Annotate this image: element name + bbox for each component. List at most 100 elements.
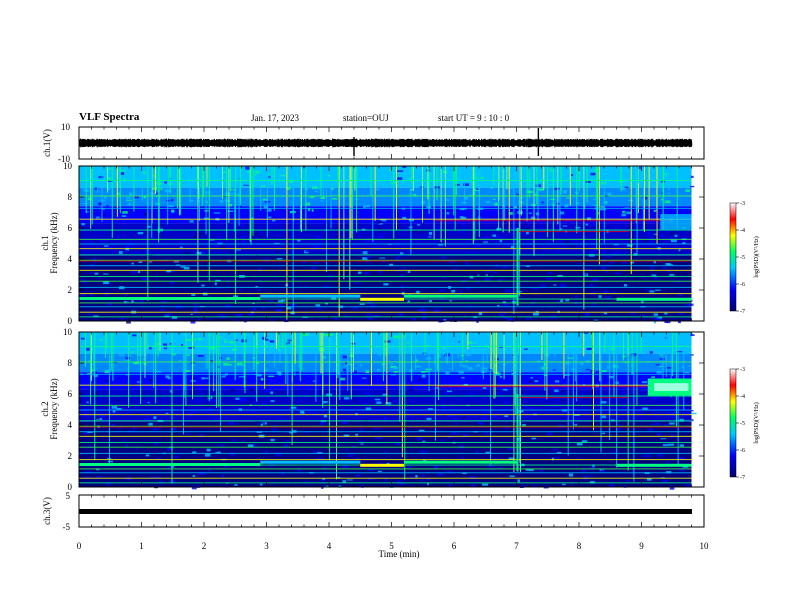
colorbar-ticklabel: -7 — [740, 475, 745, 481]
sferic-streak — [167, 166, 169, 225]
spectrogram-cell — [348, 363, 351, 365]
narrowband-line — [79, 248, 692, 250]
spectrogram-cell — [143, 235, 148, 238]
spectrogram-cell — [288, 395, 293, 398]
spectrogram-cell — [582, 450, 589, 453]
spectrogram-cell — [273, 463, 279, 465]
spectrogram-cell — [568, 395, 574, 399]
narrowband-line — [79, 218, 692, 220]
sferic-streak — [600, 332, 602, 453]
spectrogram-cell — [463, 365, 469, 368]
spectrogram-cell — [116, 407, 122, 411]
spectrogram-cell — [358, 440, 364, 443]
spectrogram-cell — [418, 309, 423, 312]
spectrogram-cell — [236, 193, 241, 196]
ch1-spectrogram-heatmap — [79, 166, 704, 324]
spectrogram-cell — [86, 401, 89, 404]
spectrogram-cell — [446, 440, 452, 444]
spectrogram-cell — [169, 480, 176, 484]
sferic-streak — [576, 332, 578, 402]
spectrogram-cell — [589, 222, 596, 226]
spectrogram-cell — [421, 200, 426, 204]
sferic-streak — [411, 166, 413, 184]
spectrogram-cell — [577, 229, 581, 233]
spectrogram-cell — [403, 267, 406, 270]
band-segment — [360, 463, 404, 467]
spectrogram-cell — [201, 377, 205, 380]
spectrogram-cell — [652, 396, 656, 400]
spectrogram-cell — [161, 301, 167, 303]
spectrogram-cell — [547, 271, 552, 275]
spectrogram-cell — [656, 316, 663, 320]
sferic-streak — [411, 332, 413, 382]
spectrogram-cell — [377, 235, 384, 238]
sferic-streak — [493, 332, 495, 399]
spectrogram-cell — [681, 366, 684, 369]
spectrogram-cell — [683, 279, 687, 282]
spectrogram-cell — [330, 483, 333, 485]
spectrogram-cell — [262, 336, 266, 340]
spectrogram-cell — [249, 334, 253, 338]
spectrogram-cell — [641, 455, 645, 457]
spectrogram-cell — [133, 362, 139, 365]
sferic-streak — [427, 166, 429, 200]
time-ticklabel: 6 — [452, 541, 457, 551]
spectrogram-cell — [535, 234, 538, 237]
spectrogram-cell — [286, 290, 291, 293]
sferic-streak — [196, 166, 198, 188]
spectrogram-cell — [421, 309, 427, 312]
sferic-streak — [271, 166, 273, 185]
spectrogram-cell — [318, 458, 324, 460]
spectrogram-cell — [514, 483, 520, 487]
spectrogram-cell — [223, 465, 228, 468]
sferic-streak — [412, 166, 414, 191]
spectrogram-cell — [216, 287, 221, 289]
time-ticklabel: 0 — [77, 541, 82, 551]
spectrogram-cell — [506, 479, 510, 481]
spectrogram-cell — [197, 355, 204, 357]
sferic-streak — [176, 166, 178, 209]
spectrogram-cell — [311, 209, 314, 212]
spectrogram-cell — [570, 421, 574, 425]
spectrogram-cell — [522, 423, 526, 427]
spectrogram-cell — [508, 186, 514, 189]
spectrogram-cell — [469, 275, 474, 279]
sferic-streak — [436, 332, 438, 371]
narrowband-line — [79, 276, 692, 278]
spectrogram-cell — [515, 429, 518, 432]
emission-core — [654, 383, 689, 391]
sferic-streak — [182, 332, 184, 435]
spectrogram-cell — [378, 223, 383, 225]
spectrogram-cell — [609, 485, 612, 487]
spectrogram-cell — [407, 384, 414, 387]
spectrogram-cell — [421, 374, 426, 378]
sferic-streak — [298, 332, 300, 368]
spectrogram-cell — [82, 253, 85, 255]
sferic-streak — [180, 166, 182, 215]
spectrogram-cell — [595, 291, 600, 293]
spectrogram-cell — [630, 372, 635, 374]
spectrogram-cell — [120, 172, 125, 175]
spectrogram-no-data — [691, 166, 704, 321]
spectrogram-cell — [441, 256, 446, 259]
spectrogram-cell — [194, 303, 199, 305]
spectrogram-cell — [93, 400, 98, 403]
spectrogram-cell — [268, 319, 275, 322]
spectrogram-cell — [494, 202, 498, 206]
spectrogram-cell — [507, 318, 513, 321]
spectrogram-cell — [229, 250, 232, 254]
spectrogram-cell — [455, 167, 459, 170]
spectrogram-cell — [483, 432, 488, 435]
spectrogram-cell — [218, 314, 223, 317]
spectrogram-cell — [602, 267, 605, 271]
spectrogram-cell — [457, 230, 460, 234]
spectrogram-cell — [220, 199, 224, 203]
spectrogram-cell — [102, 208, 105, 210]
spectrogram-cell — [372, 246, 377, 248]
ch1-colorbar — [729, 202, 737, 312]
spectrogram-cell — [556, 452, 562, 454]
sferic-streak — [520, 166, 522, 216]
spectrogram-cell — [118, 390, 122, 393]
spectrogram-cell — [493, 235, 500, 239]
